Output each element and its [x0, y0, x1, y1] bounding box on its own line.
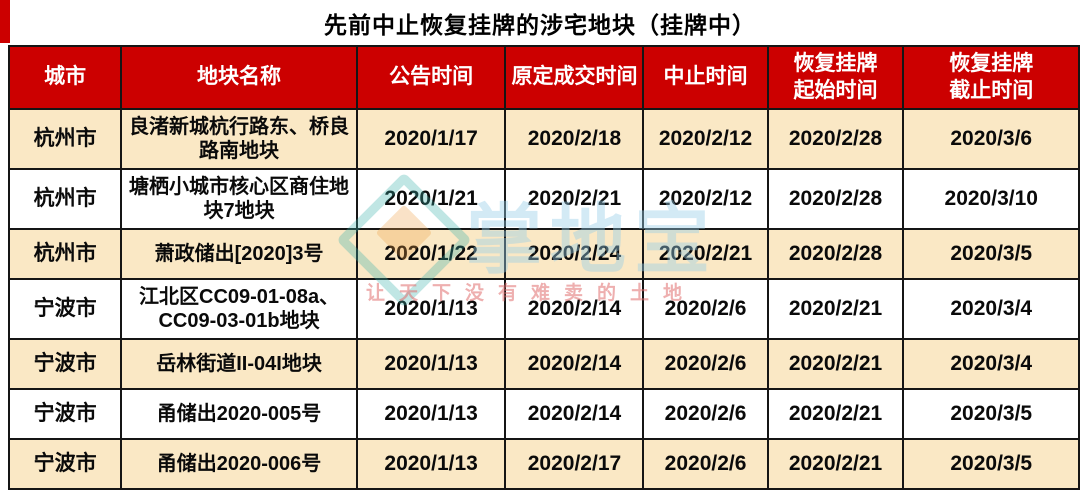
- table-header-row: 城市 地块名称 公告时间 原定成交时间 中止时间 恢复挂牌 起始时间 恢复挂牌 截止时间: [7, 45, 1080, 110]
- cell-name: 甬储出2020-005号: [120, 388, 358, 440]
- cell-name: 江北区CC09-01-08a、CC09-03-01b地块: [120, 278, 358, 340]
- cell-city: 宁波市: [7, 388, 123, 440]
- column-header-original: 原定成交时间: [504, 45, 645, 110]
- column-header-city: 城市: [7, 45, 123, 110]
- table-row: 宁波市 江北区CC09-01-08a、CC09-03-01b地块 2020/1/13…: [7, 278, 1080, 340]
- table-row: 宁波市 甬储出2020-006号 2020/1/13 2020/2/17 2020/2/…: [7, 438, 1080, 490]
- cell-city: 杭州市: [7, 108, 123, 170]
- cell-city: 杭州市: [7, 168, 123, 230]
- cell-resume_end: 2020/3/4: [902, 278, 1080, 340]
- cell-resume_end: 2020/3/5: [902, 388, 1080, 440]
- cell-resume_start: 2020/2/21: [766, 388, 905, 440]
- cell-original: 2020/2/24: [504, 228, 645, 280]
- cell-original: 2020/2/14: [504, 338, 645, 390]
- cell-resume_start: 2020/2/21: [766, 278, 905, 340]
- column-header-suspend: 中止时间: [642, 45, 769, 110]
- cell-city: 杭州市: [7, 228, 123, 280]
- cell-announce: 2020/1/13: [355, 388, 507, 440]
- cell-city: 宁波市: [7, 438, 123, 490]
- cell-resume_start: 2020/2/28: [766, 168, 905, 230]
- cell-name: 甬储出2020-006号: [120, 438, 358, 490]
- cell-announce: 2020/1/13: [355, 438, 507, 490]
- cell-suspend: 2020/2/6: [642, 278, 769, 340]
- cell-suspend: 2020/2/12: [642, 168, 769, 230]
- cell-announce: 2020/1/13: [355, 278, 507, 340]
- cell-announce: 2020/1/13: [355, 338, 507, 390]
- table-row: 宁波市 甬储出2020-005号 2020/1/13 2020/2/14 2020/2/…: [7, 388, 1080, 440]
- cell-name: 萧政储出[2020]3号: [120, 228, 358, 280]
- cell-name: 岳林街道II-04I地块: [120, 338, 358, 390]
- cell-city: 宁波市: [7, 278, 123, 340]
- cell-resume_end: 2020/3/6: [902, 108, 1080, 170]
- cell-suspend: 2020/2/6: [642, 388, 769, 440]
- cell-original: 2020/2/18: [504, 108, 645, 170]
- cell-name: 塘栖小城市核心区商住地块7地块: [120, 168, 358, 230]
- cell-suspend: 2020/2/6: [642, 338, 769, 390]
- land-plots-table: 城市 地块名称 公告时间 原定成交时间 中止时间 恢复挂牌 起始时间 恢复挂牌 截止时间 杭…: [7, 45, 1080, 490]
- column-header-name: 地块名称: [120, 45, 358, 110]
- table-title-bar: 先前中止恢复挂牌的涉宅地块（挂牌中）: [0, 0, 1080, 45]
- cell-original: 2020/2/14: [504, 388, 645, 440]
- table-row: 杭州市 良渚新城杭行路东、桥良路南地块 2020/1/17 2020/2/18 2020…: [7, 108, 1080, 170]
- table-row: 杭州市 萧政储出[2020]3号 2020/1/22 2020/2/24 2020/2/…: [7, 228, 1080, 280]
- cell-resume_end: 2020/3/5: [902, 438, 1080, 490]
- table-row: 宁波市 岳林街道II-04I地块 2020/1/13 2020/2/14 2020/2/…: [7, 338, 1080, 390]
- cell-resume_start: 2020/2/21: [766, 438, 905, 490]
- cell-original: 2020/2/21: [504, 168, 645, 230]
- cell-announce: 2020/1/17: [355, 108, 507, 170]
- cell-suspend: 2020/2/12: [642, 108, 769, 170]
- cell-resume_start: 2020/2/28: [766, 228, 905, 280]
- cell-suspend: 2020/2/6: [642, 438, 769, 490]
- cell-original: 2020/2/17: [504, 438, 645, 490]
- cell-announce: 2020/1/21: [355, 168, 507, 230]
- cell-original: 2020/2/14: [504, 278, 645, 340]
- column-header-announce: 公告时间: [355, 45, 507, 110]
- column-header-resume_start: 恢复挂牌 起始时间: [766, 45, 905, 110]
- title-left-accent: [0, 0, 10, 43]
- table-row: 杭州市 塘栖小城市核心区商住地块7地块 2020/1/21 2020/2/21 2020…: [7, 168, 1080, 230]
- cell-announce: 2020/1/22: [355, 228, 507, 280]
- page-title: 先前中止恢复挂牌的涉宅地块（挂牌中）: [324, 11, 756, 38]
- cell-suspend: 2020/2/21: [642, 228, 769, 280]
- cell-resume_start: 2020/2/21: [766, 338, 905, 390]
- cell-city: 宁波市: [7, 338, 123, 390]
- cell-resume_end: 2020/3/10: [902, 168, 1080, 230]
- cell-name: 良渚新城杭行路东、桥良路南地块: [120, 108, 358, 170]
- cell-resume_start: 2020/2/28: [766, 108, 905, 170]
- cell-resume_end: 2020/3/4: [902, 338, 1080, 390]
- cell-resume_end: 2020/3/5: [902, 228, 1080, 280]
- column-header-resume_end: 恢复挂牌 截止时间: [902, 45, 1080, 110]
